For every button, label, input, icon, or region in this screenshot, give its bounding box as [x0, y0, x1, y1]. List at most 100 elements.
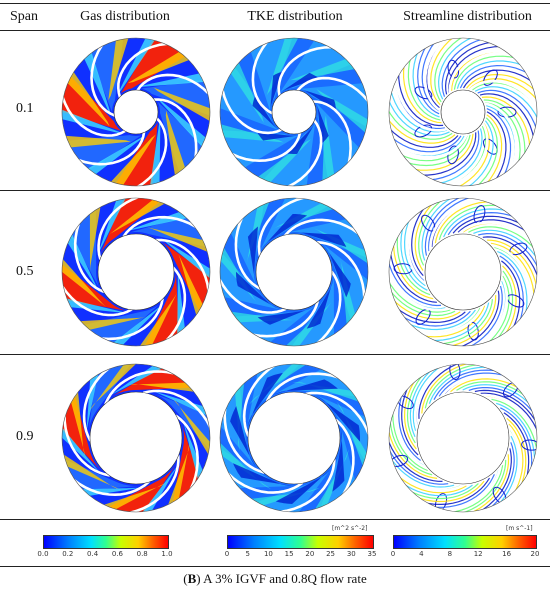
tke-region	[220, 448, 298, 489]
blade	[478, 393, 537, 444]
tke-high-zone	[290, 59, 355, 81]
streamline-impeller-plot	[388, 363, 538, 513]
streamline	[452, 215, 523, 234]
gas-region	[62, 396, 103, 473]
streamline	[438, 299, 493, 345]
streamline	[456, 123, 490, 186]
gas-interface	[62, 259, 108, 308]
header-span: Span	[10, 9, 38, 24]
blade	[488, 243, 532, 307]
streamline	[485, 114, 503, 185]
blade	[128, 454, 180, 512]
tke-low-zone	[324, 246, 351, 298]
tke-impeller-plot	[219, 197, 369, 347]
blade	[142, 389, 210, 429]
blade	[165, 267, 187, 342]
streamline	[403, 377, 418, 450]
shroud-outline	[219, 363, 369, 513]
blade	[251, 40, 274, 115]
streamline	[499, 255, 524, 324]
blade	[392, 81, 450, 132]
tke-colorbar-tick: 20	[305, 550, 315, 558]
blade	[62, 95, 127, 137]
streamline-colorbar	[393, 535, 537, 549]
gas-edge	[177, 269, 185, 334]
blade	[90, 43, 116, 117]
streamline	[400, 224, 428, 291]
streamline	[407, 483, 479, 500]
shroud-outline	[388, 363, 538, 513]
streamline	[421, 305, 486, 338]
tke-colorbar	[227, 535, 374, 549]
streamline	[474, 86, 537, 121]
streamline	[500, 407, 533, 473]
streamline-colorbar-tick: 20	[530, 550, 540, 558]
streamline	[389, 426, 438, 479]
gas-interface	[165, 110, 185, 175]
gas-region	[145, 274, 179, 346]
gas-interface	[177, 252, 203, 315]
streamline	[428, 366, 491, 404]
tke-high-zone	[292, 382, 359, 402]
blade	[505, 423, 522, 501]
blade	[221, 88, 283, 135]
streamline	[430, 474, 495, 509]
shroud-outline	[61, 363, 211, 513]
gas-edge	[62, 109, 122, 134]
streamline	[421, 364, 473, 414]
streamline	[466, 120, 494, 186]
blade	[266, 372, 340, 402]
hub	[255, 233, 333, 311]
gas-interface	[127, 51, 189, 84]
streamline	[389, 250, 437, 303]
blade	[152, 98, 198, 159]
streamline	[485, 102, 521, 164]
row-rule-2	[0, 354, 550, 355]
streamline	[449, 465, 504, 512]
hub	[97, 233, 175, 311]
tke-low-zone	[275, 468, 331, 504]
row-rule-3	[0, 519, 550, 520]
gas-interface	[108, 38, 129, 101]
header-streamline: Streamline distribution	[403, 9, 532, 24]
blade	[296, 76, 368, 103]
shroud-outline	[61, 37, 211, 187]
streamline	[496, 435, 518, 507]
tke-low-zone	[252, 95, 277, 129]
streamline	[486, 275, 510, 345]
tke-low-zone	[332, 428, 345, 492]
tke-high-zone	[249, 364, 306, 405]
blade	[242, 364, 276, 437]
streamline	[468, 454, 510, 512]
streamline	[395, 306, 466, 324]
streamline-panel-span-0.5	[387, 196, 539, 348]
blade	[100, 298, 164, 341]
gas-interface	[66, 135, 131, 148]
streamline	[448, 45, 502, 93]
shroud-outline	[219, 197, 369, 347]
streamline	[428, 198, 474, 252]
streamline	[473, 229, 537, 261]
streamline	[475, 117, 498, 186]
blade	[72, 478, 150, 497]
gas-interface	[171, 397, 210, 455]
gas-region	[110, 367, 191, 398]
tke-low-zone	[257, 307, 313, 325]
blade	[97, 198, 140, 261]
streamline-panel-span-0.9	[387, 362, 539, 514]
gas-panel-span-0.5	[60, 196, 212, 348]
blade	[392, 465, 468, 492]
hub	[424, 233, 502, 311]
streamline	[422, 477, 490, 506]
streamline	[466, 73, 537, 92]
streamline	[414, 480, 485, 503]
streamline	[503, 412, 530, 481]
shroud-outline	[388, 37, 538, 187]
blade	[395, 132, 469, 159]
streamline-impeller-plot	[388, 197, 538, 347]
streamline	[491, 398, 537, 455]
gas-edge	[113, 303, 164, 345]
streamline	[438, 372, 508, 397]
blade	[175, 414, 199, 491]
streamline	[495, 402, 536, 464]
